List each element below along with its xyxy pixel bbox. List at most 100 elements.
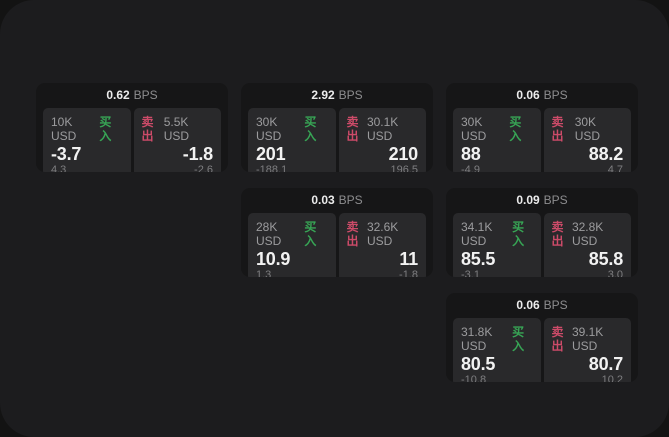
buy-side-label: 买入: [99, 115, 112, 143]
buy-side-label: 买入: [512, 325, 525, 353]
buy-change-value: -3.1: [461, 269, 480, 277]
sell-amount: 32.8K USD: [571, 220, 604, 248]
sell-amount: 39.1K USD: [571, 325, 604, 353]
spread-bps-value: 2.92: [311, 87, 335, 102]
card-header: 0.06 BPS: [446, 293, 638, 314]
sell-change-value: 10.2: [601, 374, 623, 382]
spread-bps-value: 0.62: [106, 87, 130, 102]
card-header: 0.06 BPS: [446, 83, 638, 104]
buy-panel[interactable]: 34.1K USD 买入 85.5 -3.1: [453, 213, 541, 277]
buy-price: 88: [461, 144, 481, 164]
card-header: 0.62 BPS: [36, 83, 228, 104]
buy-panel-top: 10K USD 买入: [51, 115, 123, 143]
sell-panel-top: 卖出 30.1K USD: [347, 115, 419, 143]
buy-price: 85.5: [461, 249, 496, 269]
buy-amount: 28K USD: [256, 220, 282, 248]
sell-panel-top: 卖出 30K USD: [552, 115, 624, 143]
sell-panel[interactable]: 卖出 5.5K USD -1.8 -2.6: [133, 108, 221, 172]
sell-panel[interactable]: 卖出 32.6K USD 11 -1.8: [338, 213, 426, 277]
bps-suffix-label: BPS: [133, 87, 158, 102]
buy-amount: 10K USD: [51, 115, 77, 143]
sell-panel[interactable]: 卖出 30.1K USD 210 196.5: [338, 108, 426, 172]
buy-panel-top: 31.8K USD 买入: [461, 325, 533, 353]
buy-panel[interactable]: 31.8K USD 买入 80.5 -10.8: [453, 318, 541, 382]
buy-price: 201: [256, 144, 286, 164]
spread-bps-value: 0.03: [311, 192, 335, 207]
sell-panel-top: 卖出 39.1K USD: [552, 325, 624, 353]
bps-suffix-label: BPS: [338, 192, 363, 207]
quote-card: 0.62 BPS 10K USD 买入 -3.7 4.3 卖出 5.5K USD…: [36, 83, 228, 172]
buy-panel-top: 28K USD 买入: [256, 220, 328, 248]
buy-change-value: -10.8: [461, 374, 487, 382]
buy-panel[interactable]: 28K USD 买入 10.9 1.3: [248, 213, 336, 277]
buy-panel-top: 30K USD 买入: [256, 115, 328, 143]
spread-bps-value: 0.09: [516, 192, 540, 207]
sell-price: 80.7: [588, 354, 623, 374]
sell-amount: 30.1K USD: [366, 115, 399, 143]
sell-change-value: -2.6: [194, 164, 213, 172]
buy-side-label: 买入: [304, 220, 317, 248]
bps-suffix-label: BPS: [338, 87, 363, 102]
quote-panels: 28K USD 买入 10.9 1.3 卖出 32.6K USD 11 -1.8: [241, 209, 433, 277]
buy-panel-top: 34.1K USD 买入: [461, 220, 533, 248]
sell-side-label: 卖出: [346, 220, 359, 248]
buy-price: 10.9: [256, 249, 291, 269]
sell-panel-top: 卖出 32.8K USD: [552, 220, 624, 248]
spread-bps-value: 0.06: [516, 87, 540, 102]
sell-change-value: 196.5: [390, 164, 418, 172]
sell-amount: 32.6K USD: [366, 220, 399, 248]
quote-panels: 34.1K USD 买入 85.5 -3.1 卖出 32.8K USD 85.8…: [446, 209, 638, 277]
quote-card: 0.06 BPS 31.8K USD 买入 80.5 -10.8 卖出 39.1…: [446, 293, 638, 382]
sell-price: 85.8: [588, 249, 623, 269]
bps-suffix-label: BPS: [543, 192, 568, 207]
quote-card: 0.09 BPS 34.1K USD 买入 85.5 -3.1 卖出 32.8K…: [446, 188, 638, 277]
bps-suffix-label: BPS: [543, 87, 568, 102]
quote-panels: 30K USD 买入 88 -4.9 卖出 30K USD 88.2 4.7: [446, 104, 638, 172]
sell-panel[interactable]: 卖出 32.8K USD 85.8 3.0: [543, 213, 631, 277]
sell-panel[interactable]: 卖出 39.1K USD 80.7 10.2: [543, 318, 631, 382]
buy-change-value: 4.3: [51, 164, 67, 172]
quote-panels: 31.8K USD 买入 80.5 -10.8 卖出 39.1K USD 80.…: [446, 314, 638, 382]
buy-side-label: 买入: [304, 115, 317, 143]
buy-panel[interactable]: 30K USD 买入 88 -4.9: [453, 108, 541, 172]
quote-panels: 10K USD 买入 -3.7 4.3 卖出 5.5K USD -1.8 -2.…: [36, 104, 228, 172]
sell-panel-top: 卖出 32.6K USD: [347, 220, 419, 248]
buy-change-value: -188.1: [256, 164, 288, 172]
sell-panel[interactable]: 卖出 30K USD 88.2 4.7: [543, 108, 631, 172]
sell-side-label: 卖出: [551, 325, 564, 353]
buy-side-label: 买入: [509, 115, 522, 143]
quote-card: 0.03 BPS 28K USD 买入 10.9 1.3 卖出 32.6K US…: [241, 188, 433, 277]
sell-change-value: 3.0: [607, 269, 623, 277]
quote-cards-grid: 0.62 BPS 10K USD 买入 -3.7 4.3 卖出 5.5K USD…: [36, 83, 638, 382]
buy-side-label: 买入: [512, 220, 525, 248]
sell-amount: 30K USD: [574, 115, 601, 143]
buy-amount: 30K USD: [461, 115, 487, 143]
buy-amount: 31.8K USD: [461, 325, 493, 353]
sell-side-label: 卖出: [551, 220, 564, 248]
sell-price: -1.8: [182, 144, 213, 164]
sell-side-label: 卖出: [346, 115, 359, 143]
sell-amount: 5.5K USD: [163, 115, 190, 143]
spread-bps-value: 0.06: [516, 297, 540, 312]
buy-panel[interactable]: 30K USD 买入 201 -188.1: [248, 108, 336, 172]
buy-price: -3.7: [51, 144, 82, 164]
sell-side-label: 卖出: [141, 115, 154, 143]
sell-price: 11: [399, 249, 418, 269]
buy-panel[interactable]: 10K USD 买入 -3.7 4.3: [43, 108, 131, 172]
quote-panels: 30K USD 买入 201 -188.1 卖出 30.1K USD 210 1…: [241, 104, 433, 172]
quote-card: 0.06 BPS 30K USD 买入 88 -4.9 卖出 30K USD 8…: [446, 83, 638, 172]
card-header: 0.09 BPS: [446, 188, 638, 209]
buy-amount: 30K USD: [256, 115, 282, 143]
sell-side-label: 卖出: [551, 115, 564, 143]
sell-change-value: 4.7: [607, 164, 623, 172]
buy-panel-top: 30K USD 买入: [461, 115, 533, 143]
sell-price: 210: [388, 144, 419, 164]
card-header: 0.03 BPS: [241, 188, 433, 209]
card-header: 2.92 BPS: [241, 83, 433, 104]
sell-price: 88.2: [588, 144, 623, 164]
bps-suffix-label: BPS: [543, 297, 568, 312]
buy-amount: 34.1K USD: [461, 220, 493, 248]
quote-card: 2.92 BPS 30K USD 买入 201 -188.1 卖出 30.1K …: [241, 83, 433, 172]
